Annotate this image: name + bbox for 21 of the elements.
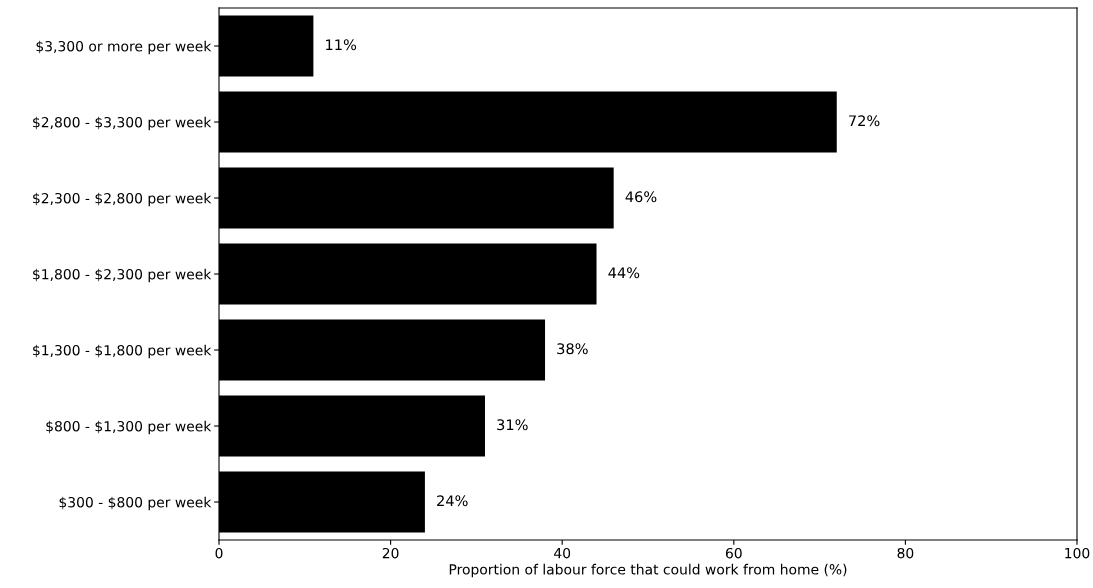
data-label: 24%: [437, 495, 468, 507]
y-tick-label: $800 - $1,300 per week: [46, 420, 212, 435]
y-tick-label: $2,800 - $3,300 per week: [33, 116, 212, 131]
data-label: 72%: [849, 115, 880, 127]
data-label: 31%: [497, 419, 528, 431]
y-tick-label: $300 - $800 per week: [59, 496, 212, 511]
y-tick-label: $2,300 - $2,800 per week: [33, 192, 212, 207]
x-tick-label: 100: [1065, 547, 1090, 559]
x-tick-label: 40: [554, 547, 571, 559]
x-tick-label: 0: [215, 547, 223, 559]
x-axis-title: Proportion of labour force that could work from home (%): [449, 563, 847, 578]
data-label: 44%: [608, 267, 640, 279]
x-tick-label: 20: [382, 547, 399, 559]
y-tick-label: $1,300 - $1,800 per week: [33, 344, 212, 359]
y-tick-label: $3,300 or more per week: [36, 40, 212, 55]
x-tick-label: 80: [897, 547, 914, 559]
data-label: 46%: [625, 191, 657, 203]
y-tick-label: $1,800 - $2,300 per week: [33, 268, 212, 283]
x-tick-label: 60: [725, 547, 742, 559]
data-label: 38%: [557, 343, 588, 355]
data-label: 11%: [326, 39, 357, 51]
